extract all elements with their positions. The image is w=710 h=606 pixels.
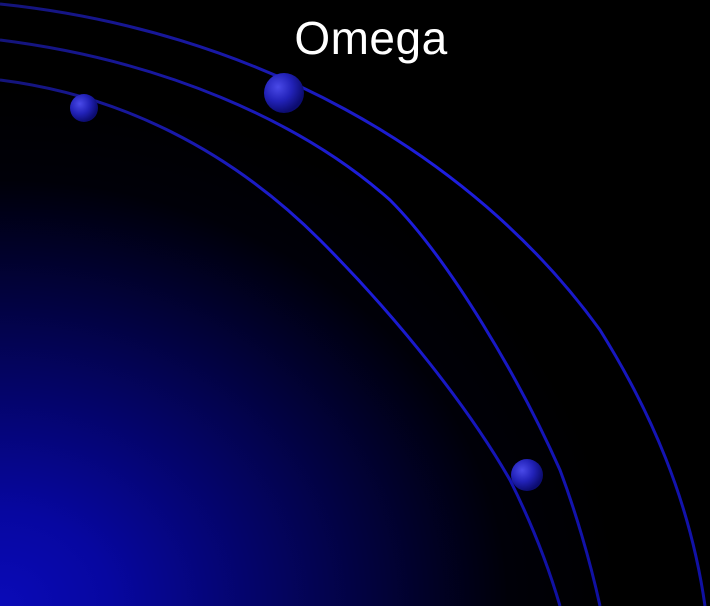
orb-small-right bbox=[511, 459, 543, 491]
orbit-arc-middle bbox=[0, 38, 602, 606]
orb-small-left bbox=[70, 94, 98, 122]
slide-title: Omega bbox=[294, 12, 448, 64]
orbit-arc-inner bbox=[0, 78, 562, 606]
orb-large bbox=[264, 73, 304, 113]
